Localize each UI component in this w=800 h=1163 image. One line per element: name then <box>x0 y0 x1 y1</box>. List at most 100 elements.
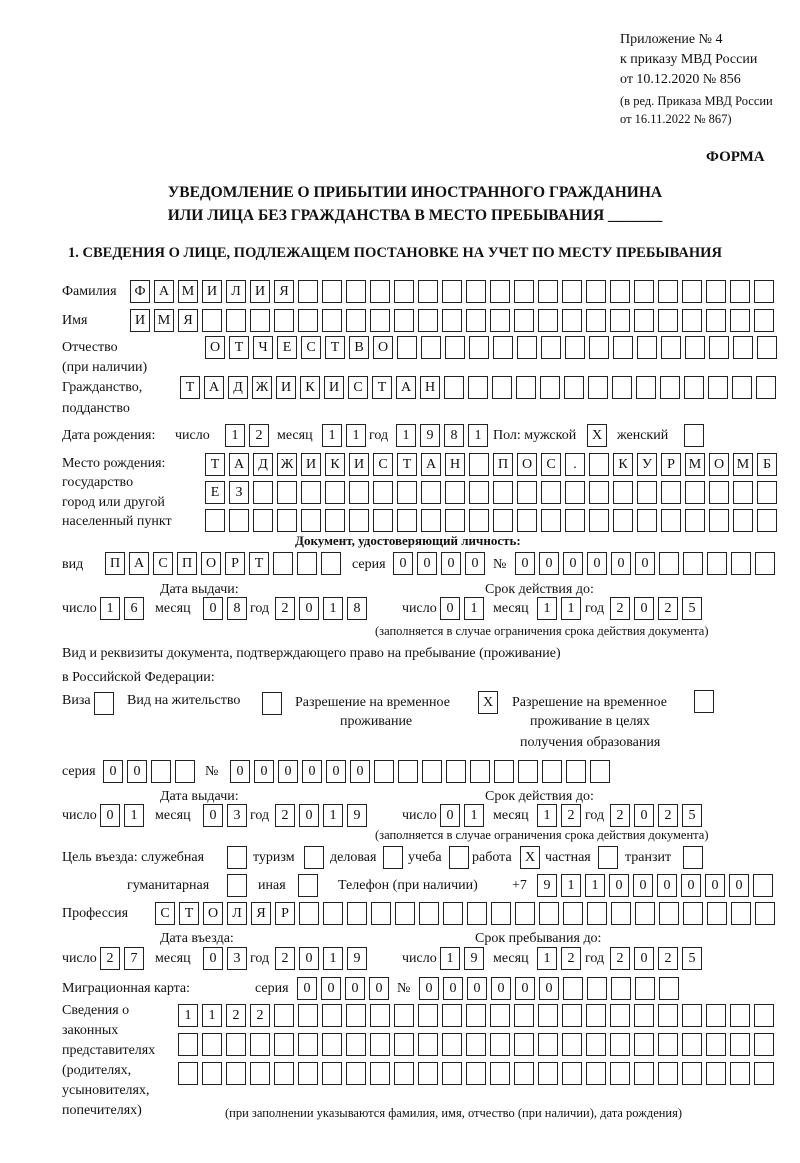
input-cell[interactable]: 1 <box>440 947 460 970</box>
input-cell[interactable]: 2 <box>658 947 678 970</box>
input-cell[interactable] <box>517 509 537 532</box>
input-cell[interactable] <box>538 1004 558 1027</box>
input-cell[interactable]: 1 <box>537 804 557 827</box>
input-cell[interactable]: 0 <box>611 552 631 575</box>
input-cell[interactable]: Т <box>397 453 417 476</box>
input-cell[interactable]: 1 <box>202 1004 222 1027</box>
input-cell[interactable] <box>419 902 439 925</box>
input-cell[interactable] <box>613 509 633 532</box>
input-cell[interactable]: Д <box>228 376 248 399</box>
input-cell[interactable]: П <box>105 552 125 575</box>
input-cell[interactable]: 3 <box>227 804 247 827</box>
input-cell[interactable]: А <box>421 453 441 476</box>
input-cell[interactable] <box>274 1062 294 1085</box>
input-cell[interactable] <box>394 309 414 332</box>
input-cell[interactable] <box>539 902 559 925</box>
input-cell[interactable]: 0 <box>657 874 677 897</box>
input-cell[interactable] <box>706 1062 726 1085</box>
input-cell[interactable] <box>442 309 462 332</box>
input-cell[interactable] <box>634 309 654 332</box>
input-cell[interactable] <box>541 509 561 532</box>
input-cell[interactable]: Ж <box>252 376 272 399</box>
input-cell[interactable]: 0 <box>515 977 535 1000</box>
input-cell[interactable]: 9 <box>347 804 367 827</box>
input-cell[interactable] <box>277 509 297 532</box>
input-cell[interactable]: 6 <box>124 597 144 620</box>
input-cell[interactable] <box>298 1004 318 1027</box>
input-cell[interactable] <box>491 902 511 925</box>
input-cell[interactable]: . <box>565 453 585 476</box>
input-cell[interactable]: 0 <box>297 977 317 1000</box>
input-cell[interactable]: Л <box>226 280 246 303</box>
input-cell[interactable]: 0 <box>326 760 346 783</box>
input-cell[interactable] <box>730 1033 750 1056</box>
input-cell[interactable]: И <box>324 376 344 399</box>
input-cell[interactable]: Р <box>225 552 245 575</box>
input-cell[interactable] <box>589 336 609 359</box>
checkbox-cell[interactable] <box>94 692 114 715</box>
input-cell[interactable]: С <box>348 376 368 399</box>
input-cell[interactable] <box>178 1033 198 1056</box>
input-cell[interactable]: 0 <box>203 804 223 827</box>
input-cell[interactable] <box>683 902 703 925</box>
input-cell[interactable] <box>682 1004 702 1027</box>
input-cell[interactable]: 0 <box>729 874 749 897</box>
input-cell[interactable] <box>562 1033 582 1056</box>
input-cell[interactable] <box>494 760 514 783</box>
input-cell[interactable]: 0 <box>350 760 370 783</box>
input-cell[interactable] <box>371 902 391 925</box>
input-cell[interactable] <box>250 1033 270 1056</box>
input-cell[interactable]: Р <box>275 902 295 925</box>
input-cell[interactable]: 0 <box>369 977 389 1000</box>
input-cell[interactable]: 0 <box>609 874 629 897</box>
input-cell[interactable] <box>730 280 750 303</box>
input-cell[interactable]: Я <box>178 309 198 332</box>
input-cell[interactable] <box>562 1004 582 1027</box>
input-cell[interactable]: М <box>685 453 705 476</box>
input-cell[interactable] <box>659 902 679 925</box>
input-cell[interactable]: Ж <box>277 453 297 476</box>
input-cell[interactable] <box>467 902 487 925</box>
input-cell[interactable]: 1 <box>323 804 343 827</box>
input-cell[interactable] <box>706 1033 726 1056</box>
input-cell[interactable]: 0 <box>441 552 461 575</box>
input-cell[interactable]: 0 <box>419 977 439 1000</box>
input-cell[interactable]: 0 <box>705 874 725 897</box>
input-cell[interactable] <box>538 1033 558 1056</box>
input-cell[interactable] <box>395 902 415 925</box>
input-cell[interactable]: О <box>203 902 223 925</box>
input-cell[interactable]: 0 <box>302 760 322 783</box>
input-cell[interactable] <box>418 1062 438 1085</box>
input-cell[interactable] <box>610 1033 630 1056</box>
input-cell[interactable]: А <box>396 376 416 399</box>
input-cell[interactable]: 0 <box>491 977 511 1000</box>
input-cell[interactable] <box>250 1062 270 1085</box>
input-cell[interactable] <box>253 481 273 504</box>
input-cell[interactable]: С <box>301 336 321 359</box>
input-cell[interactable] <box>754 280 774 303</box>
input-cell[interactable]: М <box>178 280 198 303</box>
input-cell[interactable] <box>325 509 345 532</box>
input-cell[interactable]: 0 <box>539 552 559 575</box>
input-cell[interactable]: 0 <box>299 947 319 970</box>
input-cell[interactable] <box>444 376 464 399</box>
input-cell[interactable] <box>517 481 537 504</box>
input-cell[interactable] <box>754 1062 774 1085</box>
input-cell[interactable] <box>754 1033 774 1056</box>
input-cell[interactable] <box>611 902 631 925</box>
input-cell[interactable] <box>661 481 681 504</box>
input-cell[interactable] <box>709 336 729 359</box>
input-cell[interactable]: 1 <box>396 424 416 447</box>
input-cell[interactable] <box>755 902 775 925</box>
input-cell[interactable]: О <box>517 453 537 476</box>
input-cell[interactable]: 8 <box>444 424 464 447</box>
input-cell[interactable] <box>613 336 633 359</box>
input-cell[interactable] <box>202 1062 222 1085</box>
input-cell[interactable] <box>658 280 678 303</box>
input-cell[interactable] <box>202 309 222 332</box>
input-cell[interactable]: И <box>130 309 150 332</box>
input-cell[interactable]: 2 <box>249 424 269 447</box>
input-cell[interactable] <box>374 760 394 783</box>
input-cell[interactable]: И <box>301 453 321 476</box>
input-cell[interactable] <box>178 1062 198 1085</box>
